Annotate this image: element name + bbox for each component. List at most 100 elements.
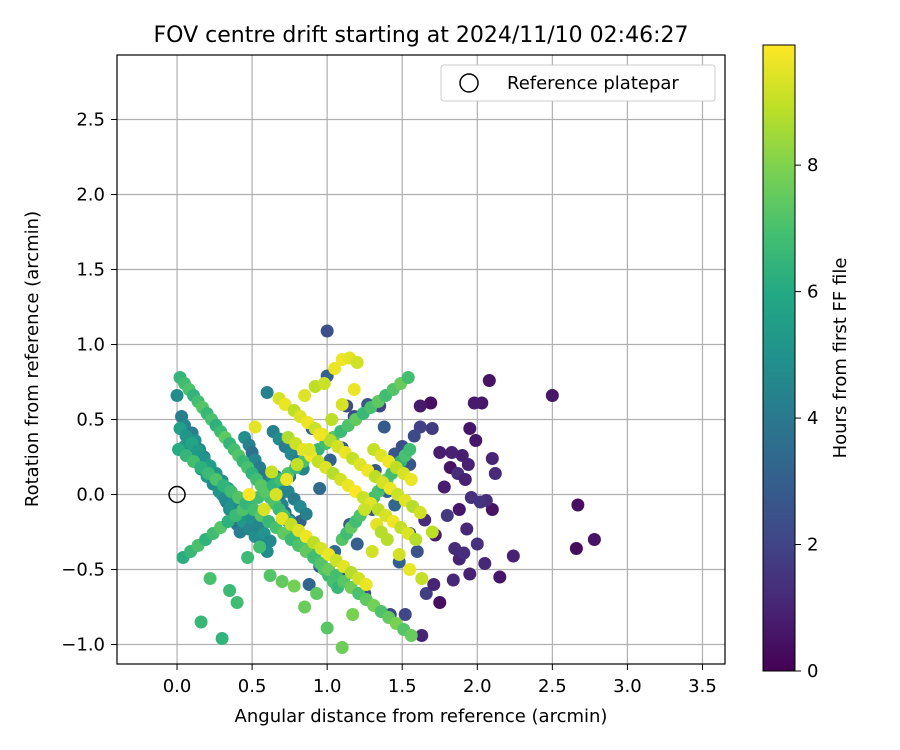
data-point [263,569,277,582]
x-axis-label: Angular distance from reference (arcmin) [235,706,608,727]
data-point [260,386,274,399]
plot-area [117,55,725,664]
data-point [425,422,439,435]
colorbar-tick-label: 0 [807,661,818,682]
data-point [298,600,312,614]
data-point [413,506,427,519]
data-point [446,573,460,587]
colorbar-label: Hours from first FF file [830,258,851,459]
data-point [415,572,429,585]
data-point [473,495,487,509]
data-point [263,534,277,548]
data-point [403,443,417,456]
y-tick-label: 2.0 [76,185,105,206]
colorbar-gradient [762,44,796,672]
x-tick-label: 0.5 [238,676,267,697]
data-point [346,608,360,621]
data-point [317,377,331,390]
data-point [433,446,447,459]
data-point [407,429,421,443]
data-point [469,434,483,447]
y-axis-ticks: 2.5 2.0 1.5 1.0 0.5 0.0 −0.5 −1.0 [61,110,117,656]
data-point [275,575,289,588]
data-point [253,540,267,554]
data-point [433,596,447,609]
y-tick-label: 1.5 [76,260,105,281]
data-point [478,557,492,570]
colorbar-ticks: 0 2 4 6 8 [795,155,818,682]
data-point [320,621,334,635]
data-point [269,488,283,501]
data-point [401,371,415,384]
data-point [413,399,427,413]
data-point [347,383,361,396]
plot-frame [116,54,726,665]
x-tick-label: 2.5 [538,676,567,697]
colorbar-tick-label: 8 [807,155,818,176]
reference-platepar-marker [168,485,186,504]
data-point [445,446,459,459]
data-points [170,324,601,654]
data-point [458,473,472,486]
colorbar-tick-label: 6 [807,282,818,303]
y-tick-label: −0.5 [61,560,105,581]
data-point [569,542,583,555]
x-tick-label: 1.5 [388,676,417,697]
data-point [545,389,559,402]
data-point [242,488,256,501]
data-point [350,356,364,369]
data-point [461,458,475,471]
data-point [410,545,424,558]
data-point [419,587,433,600]
grid [117,55,725,664]
legend-label-reference: Reference platepar [507,73,679,94]
data-point [328,362,342,375]
data-point [463,567,477,581]
data-point [287,579,301,593]
colorbar-tick-label: 4 [807,408,818,429]
data-point [488,467,502,480]
data-point [310,587,324,600]
data-point [467,396,481,410]
data-point [280,473,294,486]
y-tick-label: 0.5 [76,410,105,431]
data-point [215,632,229,645]
data-point [485,452,499,465]
data-point [398,608,412,621]
data-point [313,482,327,495]
y-tick-label: 1.0 [76,335,105,356]
data-point [194,615,208,629]
data-point [470,537,484,551]
data-point [404,629,418,642]
x-tick-label: 3.0 [613,676,642,697]
x-tick-label: 0.0 [163,676,192,697]
data-point [388,498,402,512]
data-point [424,396,438,410]
data-point [335,641,349,654]
y-axis-label: Rotation from reference (arcmin) [22,211,43,507]
data-point [460,522,474,536]
data-point [320,324,334,338]
data-point [248,420,262,434]
data-point [298,389,312,402]
data-point [302,443,316,456]
data-point [482,374,496,387]
data-point [241,551,255,564]
data-point [493,570,507,584]
data-point [403,563,417,576]
legend-box [440,64,716,102]
legend: Reference platepar [440,64,716,102]
data-point [427,578,441,591]
data-point [313,428,327,441]
data-point [335,398,349,411]
data-point [257,503,271,516]
x-tick-label: 2.0 [463,676,492,697]
y-tick-label: 2.5 [76,110,105,131]
y-tick-label: −1.0 [61,635,105,656]
data-point [203,572,217,585]
data-point [409,533,423,546]
x-axis-ticks: 0.0 0.5 1.0 1.5 2.0 2.5 3.0 3.5 [163,664,717,697]
data-point [170,389,184,402]
data-point [452,503,466,516]
data-point [265,465,279,479]
